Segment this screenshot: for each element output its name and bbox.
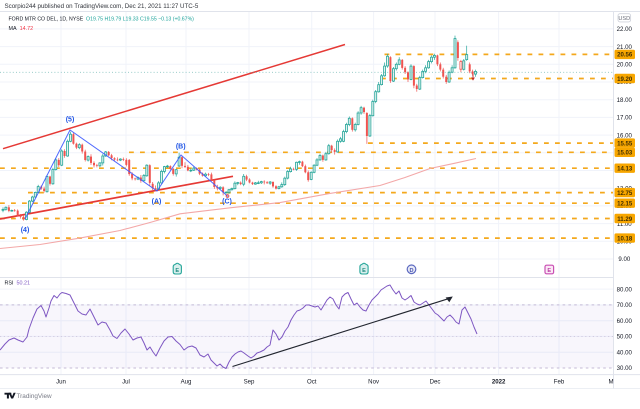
svg-text:FORD MTR CO DEL, 1D, NYSE O19: FORD MTR CO DEL, 1D, NYSE O19.75 H19.79 … (9, 16, 195, 22)
svg-text:60.00: 60.00 (617, 318, 633, 325)
svg-text:2022: 2022 (492, 379, 506, 386)
svg-text:Scorpio244 published on Tradin: Scorpio244 published on TradingView.com,… (5, 3, 199, 10)
svg-text:M: M (608, 379, 613, 386)
svg-text:Oct: Oct (307, 379, 317, 386)
svg-text:(5): (5) (66, 117, 75, 124)
svg-text:D: D (409, 268, 413, 274)
svg-text:16.00: 16.00 (617, 132, 633, 139)
svg-text:12.15: 12.15 (617, 201, 633, 208)
svg-text:(C): (C) (222, 199, 232, 206)
svg-text:70.00: 70.00 (617, 302, 633, 309)
svg-text:20.56: 20.56 (617, 52, 633, 59)
svg-text:18.00: 18.00 (617, 97, 633, 104)
svg-text:22.00: 22.00 (617, 26, 633, 33)
svg-text:11.29: 11.29 (617, 216, 633, 223)
svg-text:(4): (4) (21, 227, 30, 234)
svg-text:(B): (B) (176, 143, 186, 150)
svg-text:Dec: Dec (430, 379, 441, 386)
svg-text:USD: USD (618, 16, 630, 22)
svg-text:30.00: 30.00 (617, 365, 633, 372)
svg-text:15.03: 15.03 (617, 150, 633, 157)
svg-text:9.00: 9.00 (618, 256, 630, 263)
svg-text:TradingView: TradingView (17, 393, 53, 400)
svg-text:19.20: 19.20 (617, 76, 633, 83)
svg-text:MA 14.72: MA 14.72 (9, 26, 34, 32)
svg-text:14.13: 14.13 (617, 166, 633, 173)
svg-text:40.00: 40.00 (617, 349, 633, 356)
svg-text:E: E (362, 268, 366, 274)
svg-text:15.55: 15.55 (617, 140, 633, 147)
svg-text:Jul: Jul (122, 379, 130, 386)
svg-text:Sep: Sep (244, 379, 255, 386)
svg-text:10.18: 10.18 (617, 235, 633, 242)
svg-text:RSI 50.21: RSI 50.21 (5, 280, 30, 286)
svg-text:Aug: Aug (181, 379, 192, 386)
svg-text:50.00: 50.00 (617, 334, 633, 341)
svg-text:E: E (547, 268, 551, 274)
svg-text:12.75: 12.75 (617, 190, 633, 197)
svg-text:80.00: 80.00 (617, 286, 633, 293)
svg-text:Jun: Jun (56, 379, 66, 386)
svg-text:Feb: Feb (554, 379, 565, 386)
svg-text:Nov: Nov (368, 379, 380, 386)
svg-text:(A): (A) (152, 199, 162, 206)
svg-text:17.00: 17.00 (617, 115, 633, 122)
svg-text:E: E (175, 268, 179, 274)
svg-text:20.00: 20.00 (617, 62, 633, 69)
